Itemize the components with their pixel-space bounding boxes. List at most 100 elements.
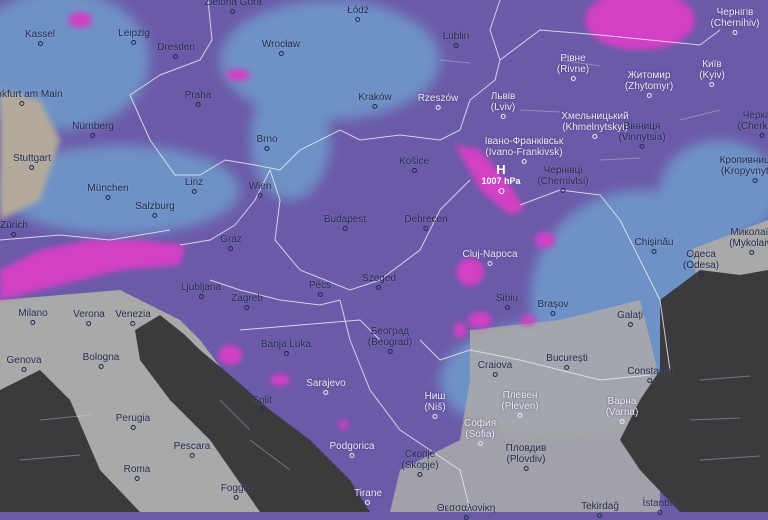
city-label[interactable]: Пловдив (Plovdiv) <box>506 443 546 471</box>
city-label[interactable]: Cluj-Napoca <box>462 249 518 266</box>
pressure-center-marker[interactable]: H 1007 hPa <box>481 163 521 194</box>
city-name: Zürich <box>0 220 28 231</box>
city-name: Nürnberg <box>72 121 114 132</box>
city-label[interactable]: Черкаси(Cherkasy) <box>738 110 768 138</box>
city-label[interactable]: Debrecen <box>404 214 448 231</box>
city-dot-icon <box>639 144 645 149</box>
city-label[interactable]: Tirane <box>354 488 382 505</box>
city-name: Genova <box>6 355 42 366</box>
city-label[interactable]: Ljubljana <box>181 282 221 299</box>
city-dot-icon <box>423 226 429 231</box>
city-label[interactable]: Чернівці (Chernivtsi) <box>537 165 589 193</box>
city-name: Podgorica <box>329 441 375 452</box>
city-name: Sarajevo <box>306 378 346 389</box>
city-name: Roma <box>123 464 151 475</box>
city-name-latin: (Plovdiv) <box>506 454 546 465</box>
city-label[interactable]: Хмельницький (Khmelnytskyi) <box>561 111 629 139</box>
city-label[interactable]: Варна (Varna) <box>606 396 638 424</box>
city-name: Черкаси <box>742 110 768 121</box>
city-label[interactable]: Львів (Lviv) <box>490 91 516 119</box>
city-label[interactable]: Кропивницький(Kropyvnytskyi) <box>720 155 768 183</box>
city-label[interactable]: Brno <box>256 134 278 151</box>
city-label[interactable]: Rzeszów <box>418 93 458 110</box>
city-name-latin: (Chernivtsi) <box>537 176 589 187</box>
city-name: Београд <box>370 326 410 337</box>
city-label[interactable]: Ниш (Niš) <box>424 391 446 419</box>
city-label[interactable]: Київ (Kyiv) <box>699 59 725 87</box>
city-label[interactable]: Genova <box>6 355 42 372</box>
city-label[interactable]: Banja Luka <box>261 339 311 356</box>
city-label[interactable]: Foggia <box>221 483 251 500</box>
city-label[interactable]: Sarajevo <box>306 378 346 395</box>
city-label[interactable]: Szeged <box>362 273 396 290</box>
city-dot-icon <box>627 322 633 327</box>
city-label[interactable]: Скопје (Skopje) <box>401 449 439 477</box>
city-label[interactable]: Venezia <box>115 309 151 326</box>
city-label[interactable]: Perugia <box>116 413 150 430</box>
city-name: Praha <box>184 90 212 101</box>
city-label[interactable]: Lublin <box>443 31 469 48</box>
city-label[interactable]: Praha <box>184 90 212 107</box>
city-name-latin: (Chernihiv) <box>710 18 760 29</box>
city-label[interactable]: Житомир (Zhytomyr) <box>625 70 673 98</box>
country-borders <box>0 0 721 511</box>
city-label[interactable]: Kassel <box>25 29 55 46</box>
city-name-latin: (Cherkasy) <box>737 121 768 132</box>
city-label[interactable]: Београд (Beograd) <box>368 326 412 354</box>
city-label[interactable]: Podgorica <box>329 441 375 458</box>
city-dot-icon <box>37 41 43 46</box>
city-label[interactable]: Frankfurt am Main <box>0 89 63 106</box>
city-label[interactable]: Одеса (Odesa) <box>683 249 719 277</box>
city-label[interactable]: Bologna <box>83 352 119 369</box>
city-name: Pescara <box>173 441 211 452</box>
city-dot-icon <box>244 305 250 310</box>
city-label[interactable]: Вінниця (Vinnytsia) <box>618 121 666 149</box>
city-label[interactable]: Pécs <box>309 280 331 297</box>
city-label[interactable]: Roma <box>123 464 151 481</box>
city-label[interactable]: Sibiu <box>496 293 518 310</box>
city-label[interactable]: Chișinău <box>635 237 673 254</box>
city-label[interactable]: Zagreb <box>231 293 263 310</box>
city-label[interactable]: Tekirdağ <box>581 501 619 518</box>
city-dot-icon <box>29 165 35 170</box>
city-label[interactable]: Nürnberg <box>72 121 114 138</box>
city-label[interactable]: Budapest <box>324 214 366 231</box>
city-label[interactable]: Wien <box>249 181 271 198</box>
city-dot-icon <box>230 9 236 14</box>
city-label[interactable]: Constanța <box>627 366 673 383</box>
city-label[interactable]: Плевен (Pleven) <box>501 390 539 418</box>
city-label[interactable]: Brașov <box>537 299 569 316</box>
city-label[interactable]: București <box>546 353 588 370</box>
city-label[interactable]: Leipzig <box>118 28 150 45</box>
city-label[interactable]: Kraków <box>358 92 392 109</box>
city-label[interactable]: Salzburg <box>135 201 175 218</box>
city-label[interactable]: Split <box>252 395 272 412</box>
city-label[interactable]: München <box>87 183 129 200</box>
city-label[interactable]: Milano <box>18 308 48 325</box>
city-label[interactable]: София (Sofia) <box>464 418 496 446</box>
city-name-latin: (Lviv) <box>490 102 516 113</box>
city-label[interactable]: Verona <box>73 309 105 326</box>
city-label[interactable]: Košice <box>399 156 429 173</box>
city-dot-icon <box>619 419 625 424</box>
city-dot-icon <box>492 372 498 377</box>
city-label[interactable]: Миколаїв(Mykolaiv) <box>729 227 768 255</box>
city-dot-icon <box>228 246 234 251</box>
city-label[interactable]: Zielona Góra <box>204 0 262 14</box>
city-label[interactable]: Craiova <box>478 360 512 377</box>
city-label[interactable]: Чернігів (Chernihiv) <box>710 7 760 35</box>
city-dot-icon <box>550 311 556 316</box>
city-label[interactable]: Łódź <box>347 5 369 22</box>
city-label[interactable]: İstanbul <box>642 498 678 515</box>
city-label[interactable]: Linz <box>185 177 203 194</box>
city-label[interactable]: Pescara <box>173 441 211 458</box>
city-label[interactable]: Graz <box>220 234 242 251</box>
city-label[interactable]: Zürich <box>0 220 28 237</box>
city-label[interactable]: Galați <box>617 310 643 327</box>
city-label[interactable]: Wrocław <box>262 39 300 56</box>
city-label[interactable]: Dresden <box>157 42 195 59</box>
city-label[interactable]: Івано-Франківськ (Ivano-Frankivsk) <box>485 136 563 164</box>
city-label[interactable]: Рівне (Rivne) <box>557 53 589 81</box>
city-label[interactable]: Stuttgart <box>13 153 51 170</box>
